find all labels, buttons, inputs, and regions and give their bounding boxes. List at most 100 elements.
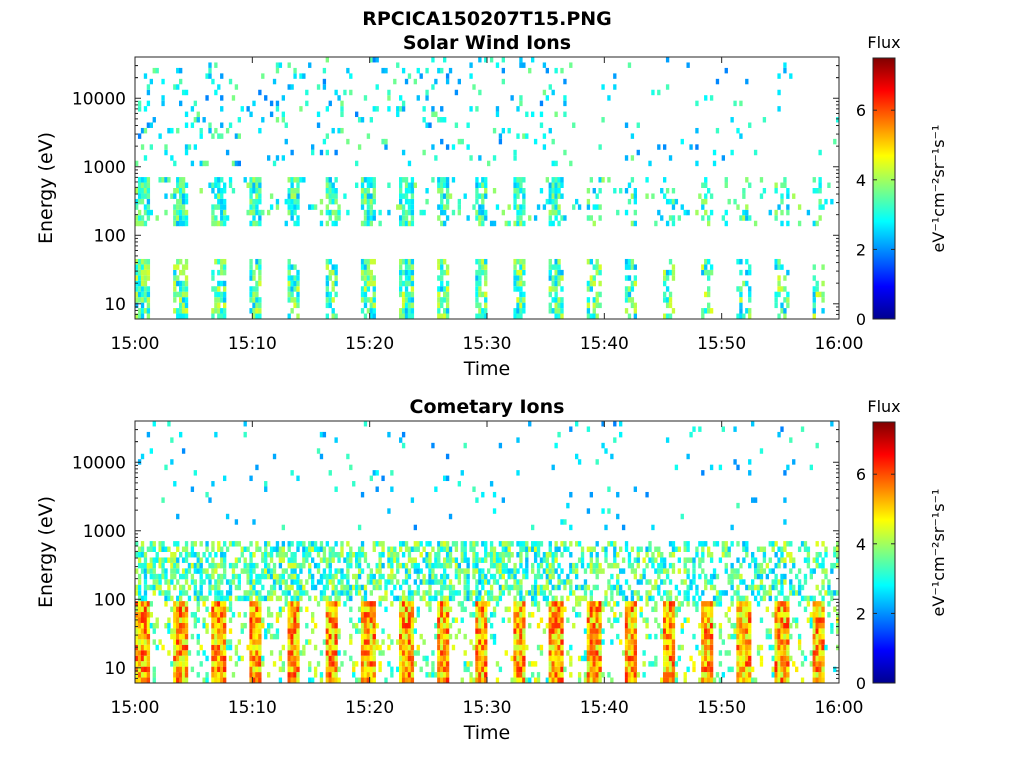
flux-cell <box>293 612 297 618</box>
flux-cell <box>369 606 373 613</box>
flux-cell <box>255 601 259 607</box>
flux-cell <box>730 579 734 585</box>
flux-cell <box>179 308 183 314</box>
flux-cell <box>692 666 696 673</box>
flux-cell <box>287 209 291 216</box>
flux-cell <box>818 655 822 662</box>
flux-cell <box>484 209 488 216</box>
flux-cell <box>610 541 614 547</box>
flux-cell <box>522 302 526 309</box>
flux-cell <box>170 661 174 667</box>
flux-cell <box>137 601 142 607</box>
flux-cell <box>680 138 684 145</box>
flux-cell <box>140 552 145 558</box>
flux-cell <box>363 258 368 265</box>
flux-cell <box>768 557 772 563</box>
flux-cell <box>692 557 696 563</box>
flux-cell <box>580 584 585 591</box>
flux-cell <box>709 193 714 199</box>
flux-cell <box>627 275 632 281</box>
flux-cell <box>665 286 670 292</box>
flux-cell <box>202 617 206 623</box>
flux-cell <box>633 220 637 227</box>
flux-cell <box>143 182 148 188</box>
flux-cell <box>261 661 265 667</box>
flux-cell <box>498 595 503 602</box>
flux-cell <box>407 644 412 651</box>
flux-cell <box>792 557 796 563</box>
flux-cell <box>580 655 585 662</box>
flux-cell <box>360 177 365 183</box>
flux-cell <box>686 62 690 68</box>
flux-cell <box>407 264 412 270</box>
flux-cell <box>513 568 517 574</box>
flux-cell <box>179 67 183 74</box>
flux-cell <box>707 275 711 281</box>
flux-cell <box>660 552 664 558</box>
flux-cell <box>536 622 541 629</box>
flux-cell <box>624 633 629 640</box>
flux-cell <box>484 639 488 645</box>
flux-cell <box>554 291 558 298</box>
flux-cell <box>208 67 212 74</box>
flux-cell <box>249 579 253 585</box>
flux-cell <box>381 546 385 552</box>
flux-cell <box>712 160 717 167</box>
flux-cell <box>522 291 526 298</box>
flux-cell <box>504 606 508 613</box>
flux-cell <box>665 437 670 443</box>
flux-cell <box>387 633 391 640</box>
flux-cell <box>431 579 435 585</box>
flux-cell <box>513 595 517 602</box>
flux-cell <box>522 198 526 205</box>
flux-cell <box>366 308 371 314</box>
flux-cell <box>437 297 441 303</box>
flux-cell <box>495 568 500 574</box>
flux-cell <box>545 557 549 563</box>
flux-cell <box>448 595 453 602</box>
flux-cell <box>325 579 329 585</box>
flux-cell <box>812 264 816 270</box>
flux-cell <box>663 280 667 287</box>
flux-cell <box>217 286 221 292</box>
flux-cell <box>627 313 632 319</box>
flux-cell <box>176 215 180 221</box>
flux-cell <box>264 546 268 552</box>
flux-cell <box>627 606 632 613</box>
flux-cell <box>437 579 441 585</box>
flux-cell <box>783 672 787 678</box>
flux-cell <box>249 475 253 482</box>
flux-cell <box>663 672 667 678</box>
flux-cell <box>214 677 218 683</box>
flux-cell <box>176 666 180 673</box>
flux-cell <box>372 573 376 580</box>
flux-cell <box>815 666 819 673</box>
flux-cell <box>633 568 637 574</box>
flux-cell <box>777 431 781 438</box>
flux-cell <box>199 595 203 602</box>
flux-cell <box>184 122 189 128</box>
flux-cell <box>484 666 488 673</box>
flux-cell <box>369 475 373 482</box>
flux-cell <box>745 584 749 591</box>
flux-cell <box>293 672 297 678</box>
flux-cell <box>595 264 599 270</box>
flux-cell <box>434 78 438 85</box>
flux-cell <box>554 639 558 645</box>
flux-cell <box>630 666 635 673</box>
flux-cell <box>739 291 743 298</box>
flux-cell <box>196 590 200 596</box>
flux-cell <box>624 606 629 613</box>
flux-cell <box>472 677 476 683</box>
flux-cell <box>223 204 227 210</box>
flux-cell <box>484 264 488 270</box>
flux-cell <box>765 590 769 596</box>
flux-cell <box>484 590 488 596</box>
flux-cell <box>255 541 259 547</box>
flux-cell <box>492 633 497 640</box>
flux-cell <box>401 302 406 309</box>
flux-cell <box>671 672 676 678</box>
flux-cell <box>624 579 629 585</box>
flux-cell <box>399 650 403 656</box>
flux-cell <box>214 177 218 183</box>
